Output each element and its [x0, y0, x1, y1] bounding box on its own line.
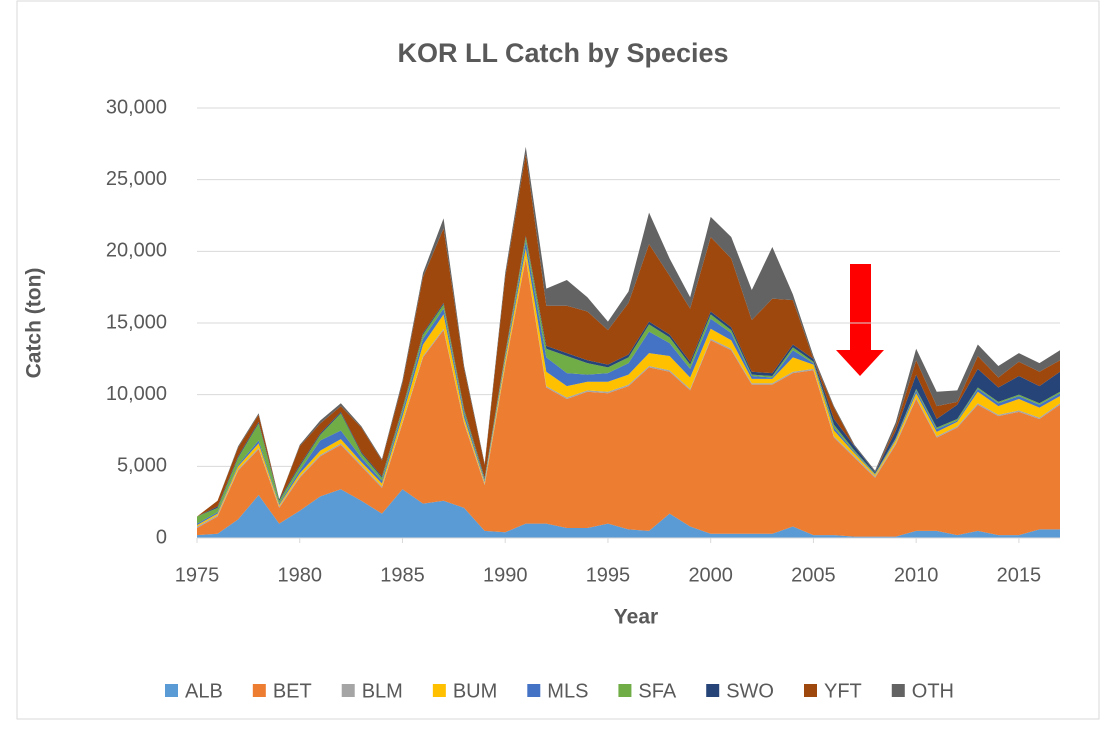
arrow-head: [836, 350, 884, 376]
legend-label: YFT: [824, 680, 862, 702]
area-bet: [197, 258, 1060, 537]
y-tick-label: 20,000: [106, 240, 167, 262]
y-tick-label: 10,000: [106, 383, 167, 405]
y-tick-label: 0: [156, 526, 167, 548]
y-tick-label: 25,000: [106, 168, 167, 190]
legend-swatch: [804, 684, 817, 697]
chart-title: KOR LL Catch by Species: [397, 38, 728, 68]
area-alb: [197, 489, 1060, 538]
legend-swatch: [252, 684, 266, 697]
legend-label: BLM: [362, 680, 403, 702]
area-yft: [197, 153, 1060, 517]
y-tick-label: 15,000: [106, 311, 167, 333]
x-tick-label: 1990: [483, 564, 528, 586]
y-tick-label: 5,000: [117, 455, 167, 477]
x-tick-label: 1980: [277, 564, 322, 586]
legend-swatch: [165, 684, 178, 697]
x-tick-label: 2015: [997, 564, 1042, 586]
legend-swatch: [891, 684, 905, 697]
x-tick-label: 1985: [380, 564, 425, 586]
legend-label: BET: [273, 680, 312, 702]
area-sfa: [197, 237, 1060, 524]
y-tick-label: 30,000: [106, 96, 167, 118]
x-tick-label: 2010: [894, 564, 939, 586]
legend-label: BUM: [453, 680, 497, 702]
annotation-arrow: [836, 264, 884, 376]
legend-label: ALB: [185, 680, 223, 702]
x-tick-label: 2000: [688, 564, 733, 586]
arrow-shaft: [850, 264, 871, 352]
x-tick-label: 1975: [175, 564, 220, 586]
legend-swatch: [432, 684, 446, 697]
legend-swatch: [527, 684, 541, 697]
x-tick-label: 1995: [586, 564, 631, 586]
legend-swatch: [706, 684, 720, 697]
legend-swatch: [618, 684, 632, 697]
legend-label: OTH: [912, 680, 954, 702]
x-tick-label: 2005: [791, 564, 836, 586]
legend-label: SFA: [638, 680, 676, 702]
x-axis-label: Year: [614, 606, 658, 629]
legend-swatch: [341, 684, 355, 697]
y-axis-label: Catch (ton): [23, 268, 46, 379]
legend-label: MLS: [547, 680, 588, 702]
legend-label: SWO: [726, 680, 774, 702]
area-blm: [197, 257, 1060, 528]
